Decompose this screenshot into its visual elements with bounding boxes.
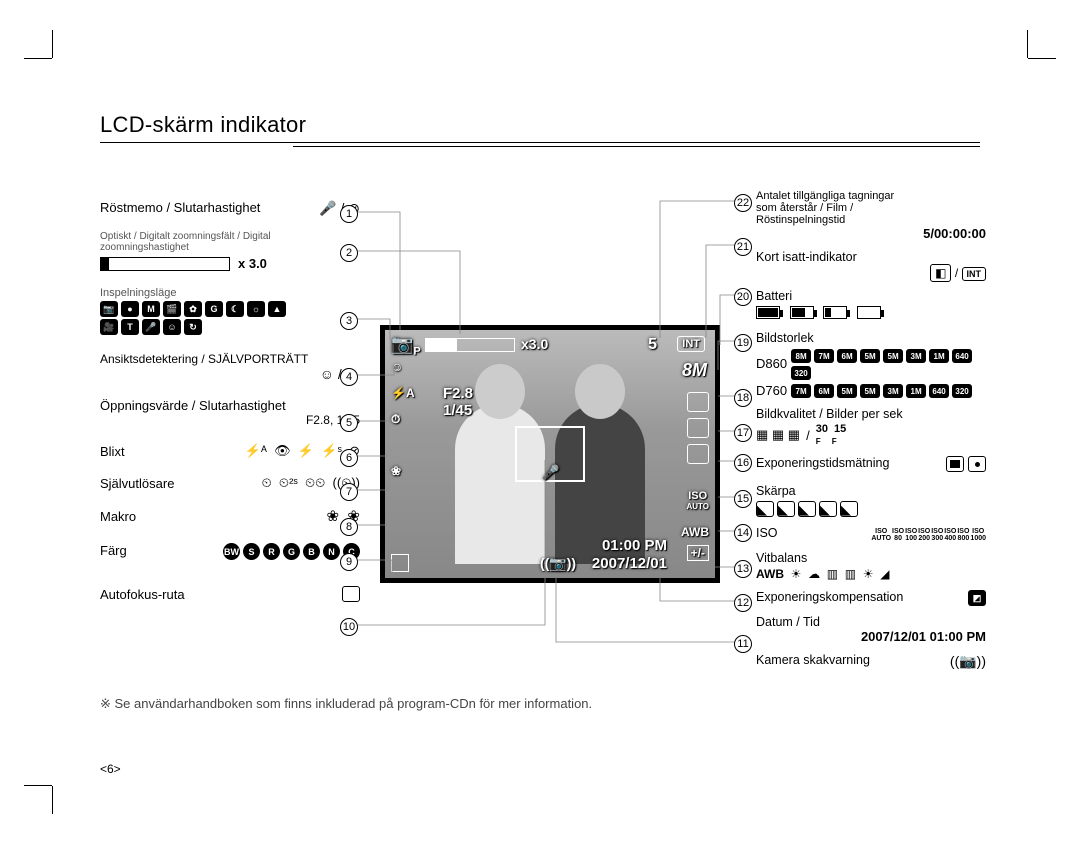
- callout-15: ISO ISOAUTOISO80ISO100ISO200ISO300ISO400…: [756, 526, 986, 542]
- aperture-value: F2.8: [443, 385, 473, 402]
- callout-number-9: 9: [340, 553, 358, 571]
- callout-1: Röstmemo / Slutarhastighet 🎤 / ⊘: [100, 200, 360, 215]
- callout-number-19: 19: [734, 334, 752, 352]
- callout-10: Autofokus-ruta: [100, 586, 360, 602]
- footnote: ※ Se användarhandboken som finns inklude…: [100, 696, 592, 712]
- callout-5: Öppningsvärde / Slutarhastighet F2.8, 1/…: [100, 398, 360, 427]
- callout-number-13: 13: [734, 560, 752, 578]
- right-callouts: Antalet tillgängliga tagningar som åters…: [756, 190, 986, 679]
- page-title: LCD-skärm indikator: [100, 112, 306, 138]
- page-number: <6>: [100, 762, 121, 776]
- callout-number-10: 10: [340, 618, 358, 636]
- callout-number-7: 7: [340, 483, 358, 501]
- title-rule-inner: [293, 142, 980, 147]
- shots-remaining: 5: [648, 336, 657, 354]
- color-icon: [391, 554, 409, 572]
- callout-number-12: 12: [734, 594, 752, 612]
- callout-7: Självutlösare ⏲ ⏲²ˢ ⏲⏲ ((⏲)): [100, 475, 360, 491]
- callout-number-11: 11: [734, 635, 752, 653]
- callout-number-21: 21: [734, 238, 752, 256]
- callout-3: Inspelningsläge 📷●M🎬✿G☾☼▲ 🎥T🎤☺↻: [100, 287, 360, 335]
- callout-22: Antalet tillgängliga tagningar som åters…: [756, 190, 986, 241]
- callout-number-15: 15: [734, 490, 752, 508]
- callout-13: Exponeringskompensation ◩: [756, 590, 986, 606]
- iso-indicator: ISO AUTO: [686, 490, 709, 511]
- mode-icon: 📷P: [391, 334, 421, 358]
- callout-2: Optiskt / Digitalt zoomningsfält / Digit…: [100, 231, 360, 271]
- shake-icon: ((📷)): [540, 555, 576, 572]
- callout-number-20: 20: [734, 288, 752, 306]
- callout-14: Vitbalans AWB ☀ ☁ ▥ ▥ ☀ ◢: [756, 551, 986, 581]
- zoom-text: x3.0: [521, 336, 548, 352]
- callout-9: Färg BWSRGBNC: [100, 541, 360, 560]
- zoom-bar: [425, 338, 515, 352]
- awb-indicator: AWB: [681, 525, 709, 539]
- callout-number-22: 22: [734, 194, 752, 212]
- callout-8: Makro ❀ ❀: [100, 507, 360, 525]
- callout-21: Kort isatt-indikator ◧ / INT: [756, 250, 986, 280]
- left-callouts: Röstmemo / Slutarhastighet 🎤 / ⊘ Optiskt…: [100, 200, 360, 618]
- lcd-screen: 📷P x3.0 5 INT 8M ISO AUTO AWB +/- ☺ ⚡A ⏱…: [380, 325, 720, 583]
- callout-number-2: 2: [340, 244, 358, 262]
- callout-number-16: 16: [734, 454, 752, 472]
- lcd-date: 2007/12/01: [592, 555, 667, 572]
- mic-icon: 🎤: [542, 464, 559, 481]
- card-indicator: INT: [677, 336, 705, 352]
- callout-17: Exponeringstidsmätning: [756, 456, 986, 475]
- callout-number-14: 14: [734, 524, 752, 542]
- shutter-value: 1/45: [443, 402, 472, 419]
- lcd-left-icons: ☺ ⚡A ⏱ ❀: [391, 360, 415, 484]
- callout-12: Datum / Tid 2007/12/01 01:00 PM: [756, 615, 986, 644]
- callout-number-18: 18: [734, 389, 752, 407]
- callout-number-4: 4: [340, 368, 358, 386]
- callout-16: Skärpa ◣◣◣◣◣: [756, 484, 986, 517]
- expcomp-indicator: +/-: [687, 545, 709, 561]
- callout-19: Bildstorlek D8608M7M6M5M5M3M1M640320 D76…: [756, 331, 986, 398]
- callout-number-6: 6: [340, 449, 358, 467]
- callout-11: Kamera skakvarning ((📷)): [756, 653, 986, 670]
- callout-number-8: 8: [340, 518, 358, 536]
- callout-6: Blixt ⚡ᴬ 👁 ⚡ ⚡ˢ ⊘: [100, 443, 360, 459]
- callout-number-17: 17: [734, 424, 752, 442]
- callout-number-3: 3: [340, 312, 358, 330]
- callout-18: Bildkvalitet / Bilder per sek ▦ ▦ ▦ / 30…: [756, 407, 986, 447]
- callout-20: Batteri: [756, 289, 986, 322]
- lcd-time: 01:00 PM: [602, 537, 667, 554]
- callout-number-1: 1: [340, 205, 358, 223]
- lcd-right-icons: [687, 392, 709, 464]
- megapixel-icon: 8M: [682, 360, 707, 381]
- callout-number-5: 5: [340, 414, 358, 432]
- callout-4: Ansiktsdetektering / SJÄLVPORTRÄTT ☺ / ☺: [100, 351, 360, 382]
